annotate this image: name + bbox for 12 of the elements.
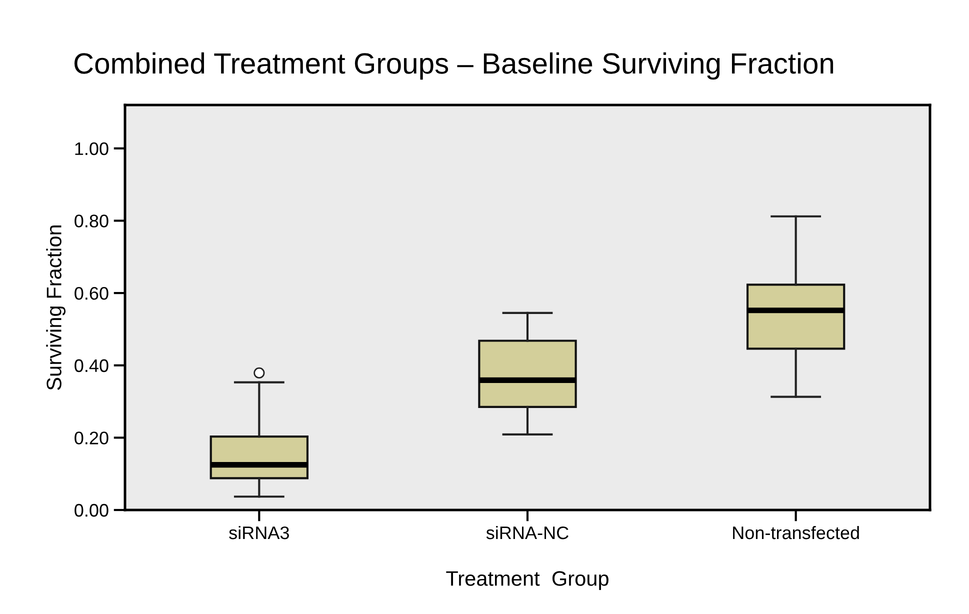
y-axis-title: Surviving Fraction <box>46 225 66 390</box>
x-tick-label: Non-transfected <box>733 526 859 540</box>
x-tick-label: siRNA-NC <box>486 526 568 540</box>
y-tick-label: 0.80 <box>74 214 108 228</box>
chart-title: Combined Treatment Groups – Baseline Surviving Fraction <box>74 52 834 80</box>
y-tick-label: 0.40 <box>74 359 108 372</box>
y-tick-label: 0.00 <box>74 504 108 517</box>
y-tick-label: 0.60 <box>74 286 108 300</box>
x-axis-title: Treatment Group <box>446 571 608 590</box>
x-tick-label: siRNA3 <box>229 526 289 540</box>
y-tick-label: 0.20 <box>74 432 108 444</box>
y-tick-label: 1.00 <box>75 142 108 156</box>
